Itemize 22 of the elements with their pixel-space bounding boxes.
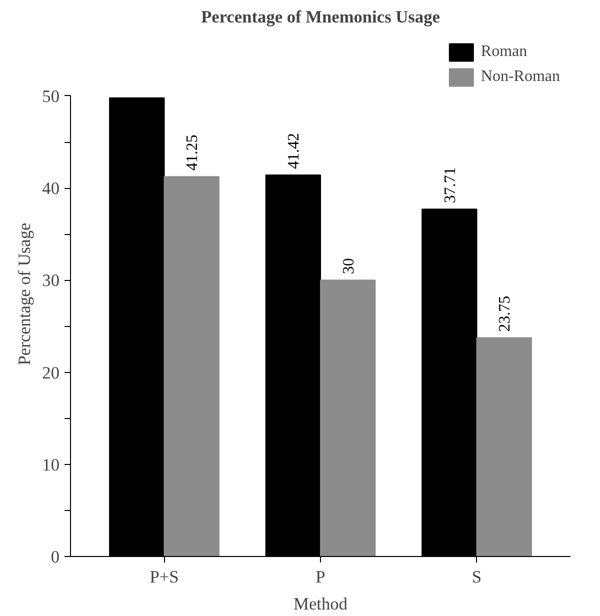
bar bbox=[476, 337, 532, 556]
x-tick-label: P+S bbox=[150, 568, 179, 586]
y-tick-label: 30 bbox=[42, 271, 60, 290]
y-tick-label: 50 bbox=[42, 86, 60, 106]
legend-label: Non-Roman bbox=[480, 68, 560, 86]
x-tick-label: P bbox=[316, 568, 326, 586]
y-tick-label: 20 bbox=[42, 363, 60, 382]
data-label: 23.75 bbox=[496, 296, 514, 332]
data-label: 41.42 bbox=[286, 133, 303, 169]
data-label: 30 bbox=[340, 258, 358, 274]
y-axis-title: Percentage of Usage bbox=[15, 222, 34, 366]
y-tick-label: 40 bbox=[42, 179, 60, 198]
x-tick-label: S bbox=[472, 568, 482, 586]
bar bbox=[320, 280, 376, 556]
y-tick-label: 10 bbox=[42, 455, 60, 474]
chart-title: Percentage of Mnemonics Usage bbox=[201, 8, 440, 26]
bar bbox=[164, 176, 220, 556]
y-tick-label: 0 bbox=[50, 548, 60, 566]
x-axis-title: Method bbox=[294, 594, 348, 614]
data-label: 37.71 bbox=[442, 167, 459, 204]
data-label: 41.25 bbox=[184, 134, 202, 171]
legend-label: Roman bbox=[480, 43, 528, 61]
